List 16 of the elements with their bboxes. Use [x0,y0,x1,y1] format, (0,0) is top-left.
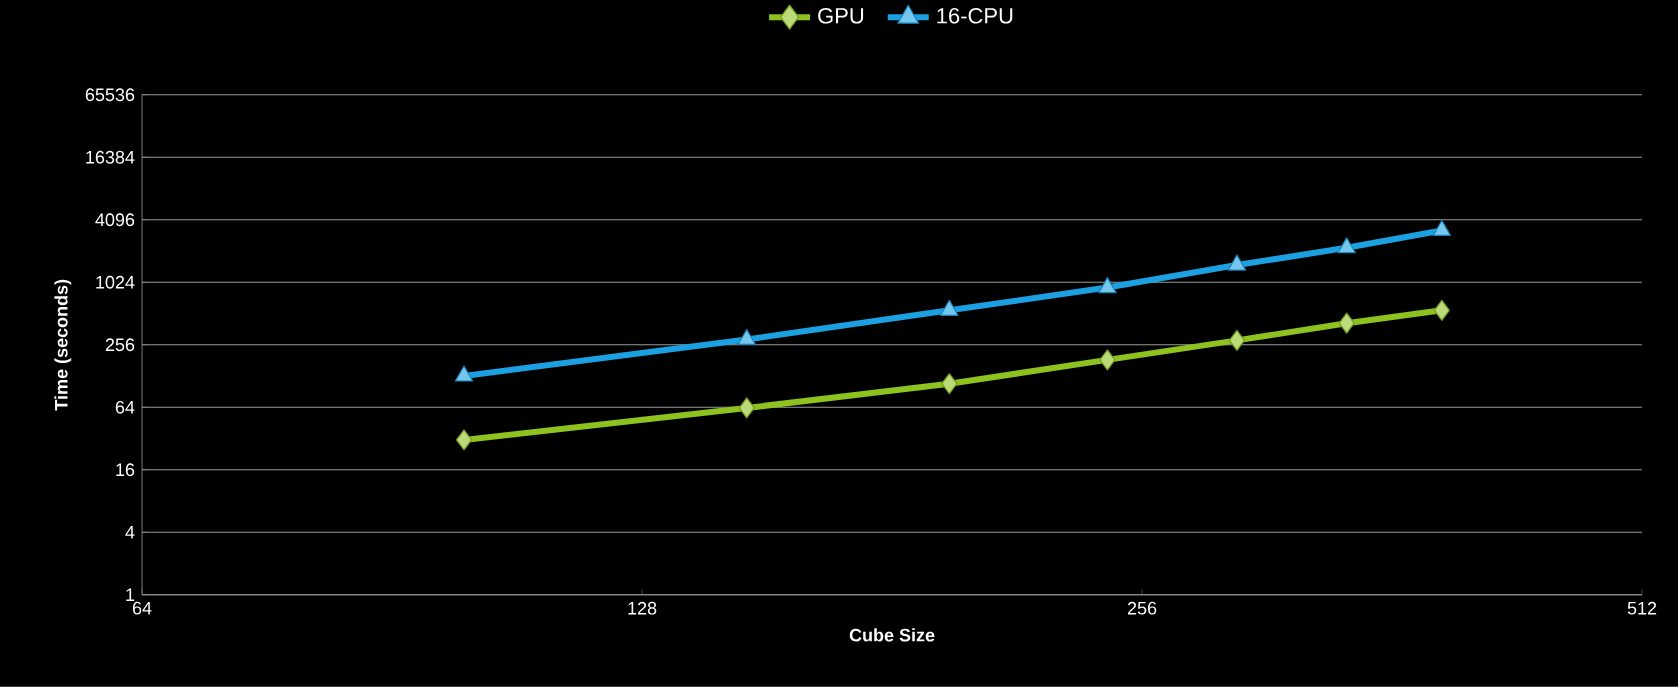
legend-label: GPU [818,8,864,24]
y-tick-label: 1 [126,588,135,602]
y-tick-label: 1024 [96,276,135,289]
y-tick-label: 4 [125,526,135,539]
y-tick-label: 256 [105,338,135,352]
legend-label: 16-CPU [937,8,1013,24]
x-tick-label: 128 [628,601,657,615]
y-tick-label: 16 [116,463,135,477]
x-axis-title: Cube Size [849,628,935,642]
y-tick-label: 4096 [95,213,135,227]
y-tick-label: 16384 [86,151,135,164]
y-axis-title: Time (seconds) [54,279,72,411]
x-tick-label: 512 [1627,601,1657,615]
x-tick-label: 256 [1127,601,1157,615]
y-tick-label: 65536 [85,88,135,102]
y-tick-label: 64 [115,401,135,414]
